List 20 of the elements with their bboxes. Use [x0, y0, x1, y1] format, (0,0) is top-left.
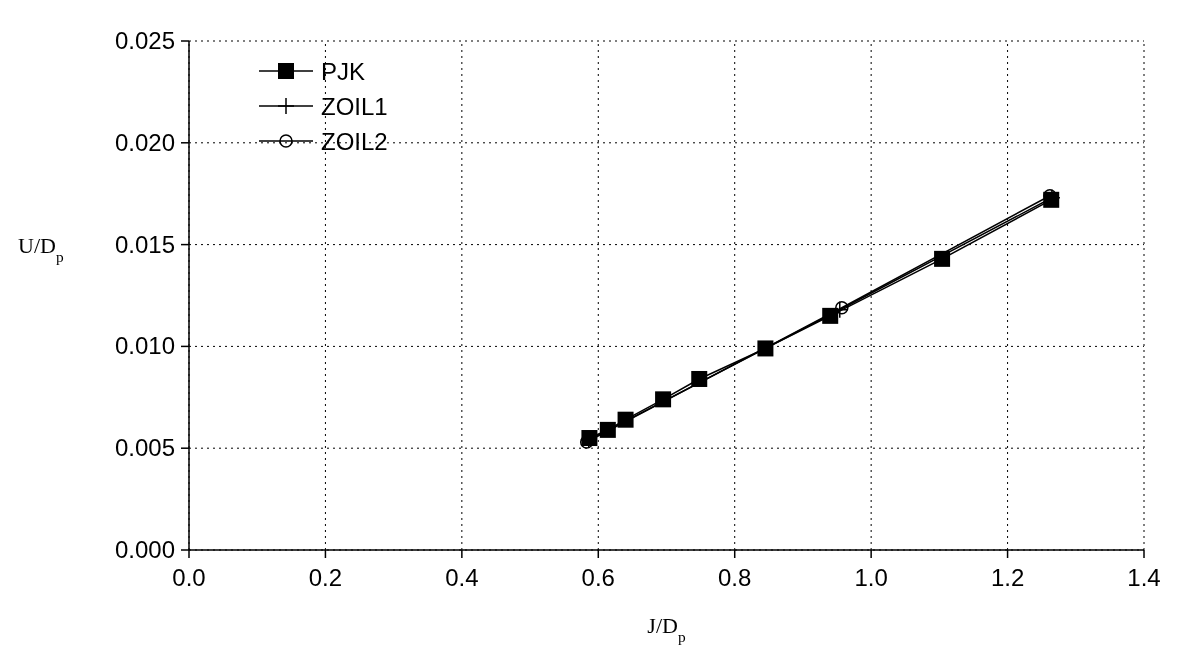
legend-label: ZOIL2 — [321, 128, 388, 155]
x-axis-title: J/D$_{p}$ — [647, 613, 686, 645]
x-tick-label: 1.2 — [990, 564, 1025, 591]
x-tick-label: 0.8 — [718, 564, 752, 591]
y-tick-label: 0.015 — [114, 230, 175, 258]
y-tick-label: 0.010 — [114, 332, 175, 360]
x-tick-label: 0.0 — [172, 564, 206, 591]
x-tick-label: 1.0 — [854, 564, 888, 591]
y-tick-label: 0.020 — [114, 128, 175, 156]
x-tick-label: 0.2 — [308, 564, 343, 591]
x-tick-label: 0.4 — [445, 564, 479, 591]
x-tick-label: 0.6 — [581, 564, 615, 591]
y-tick-label: 0.000 — [114, 536, 175, 563]
y-tick-label: 0.025 — [114, 27, 175, 54]
legend-label: ZOIL1 — [321, 93, 388, 120]
legend-label: PJK — [321, 58, 366, 85]
point — [835, 300, 849, 315]
y-axis-title: U/D$_{p}$ — [18, 233, 64, 265]
x-tick-label: 1.4 — [1127, 564, 1161, 591]
y-tick-label: 0.005 — [114, 434, 175, 462]
